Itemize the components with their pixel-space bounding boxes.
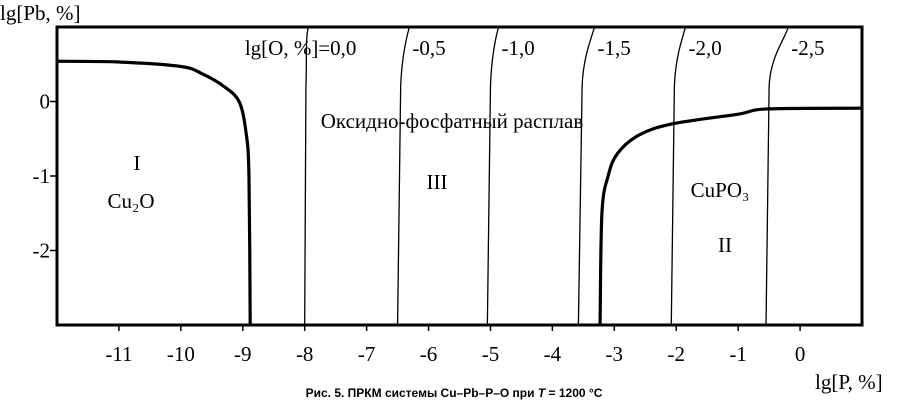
region-label-cupo3: CuPO₃	[691, 178, 750, 202]
x-tick-label: -2	[667, 342, 685, 366]
iso-oxygen-line	[304, 26, 310, 326]
figure-caption: Рис. 5. ПРКМ системы Cu–Pb–P–O при T = 1…	[306, 386, 603, 400]
caption-italic: T	[538, 386, 547, 400]
x-tick-label: -1	[729, 342, 747, 366]
iso-oxygen-line	[486, 26, 500, 326]
region-label-II: II	[718, 233, 732, 257]
x-tick-label: -6	[420, 342, 438, 366]
y-tick-label: -2	[33, 239, 51, 263]
caption-suffix: = 1200 °C	[545, 386, 603, 400]
caption-prefix: Рис. 5. ПРКМ системы Cu–Pb–P–O при	[306, 386, 538, 400]
y-tick-label: -1	[33, 164, 51, 188]
y-axis-label: lg[Pb, %]	[0, 1, 81, 25]
phase-boundary-line	[56, 59, 252, 326]
iso-oxygen-label: lg[O, %]=0,0	[245, 36, 357, 60]
x-tick-label: -7	[358, 342, 376, 366]
x-axis-label: lg[P, %]	[815, 370, 883, 394]
iso-oxygen-label: -1,5	[597, 36, 630, 60]
y-tick-label: 0	[40, 90, 51, 114]
iso-oxygen-line	[670, 26, 687, 326]
x-tick-label: -8	[296, 342, 314, 366]
region-label-III: III	[427, 170, 448, 194]
region-label-melt: Оксидно-фосфатный расплав	[321, 109, 584, 133]
iso-oxygen-line	[577, 26, 596, 326]
x-tick-label: -10	[167, 342, 195, 366]
x-tick-label: -11	[105, 342, 132, 366]
iso-oxygen-label: -0,5	[412, 36, 445, 60]
x-tick-label: 0	[795, 342, 806, 366]
x-tick-label: -5	[482, 342, 500, 366]
iso-oxygen-line	[396, 26, 410, 326]
x-tick-label: -9	[234, 342, 252, 366]
iso-oxygen-label: -1,0	[502, 36, 535, 60]
iso-oxygen-line	[765, 26, 789, 326]
phase-boundary-line	[598, 106, 863, 326]
iso-oxygen-label: -2,0	[689, 36, 722, 60]
x-tick-label: -4	[544, 342, 562, 366]
plot-frame	[55, 25, 864, 327]
iso-oxygen-label: -2,5	[791, 36, 824, 60]
x-tick-label: -3	[606, 342, 624, 366]
region-label-I: I	[134, 151, 141, 175]
region-label-cu2o: Cu₂O	[108, 189, 155, 213]
